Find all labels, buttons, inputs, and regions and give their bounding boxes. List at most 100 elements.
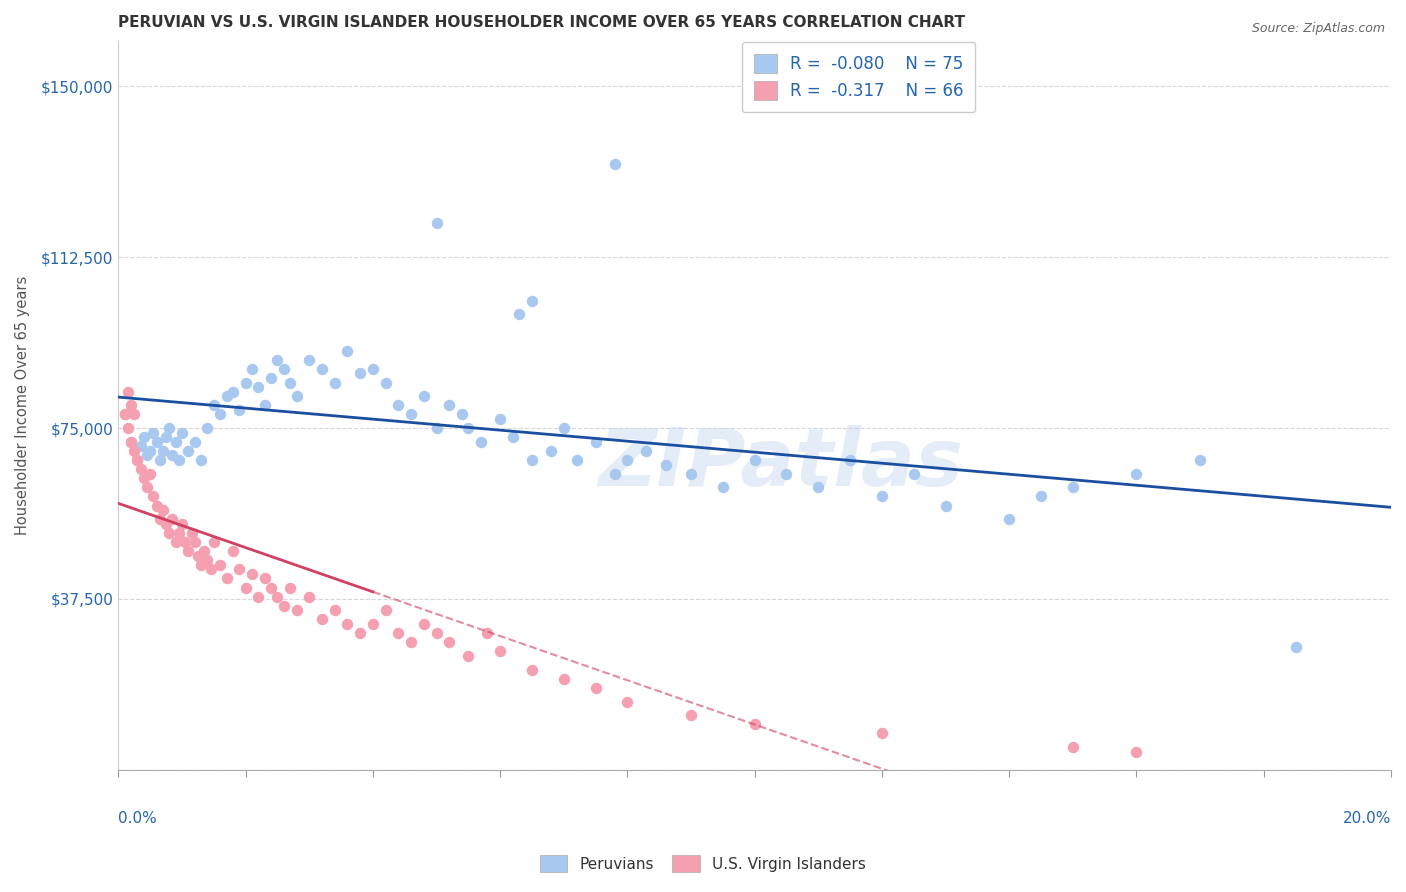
Point: [439, 635, 461, 649]
Point: [935, 499, 957, 513]
Point: [183, 535, 205, 549]
Point: [165, 434, 187, 449]
Point: [616, 453, 638, 467]
Point: [311, 362, 333, 376]
Point: [540, 444, 562, 458]
Point: [273, 599, 295, 613]
Point: [167, 453, 190, 467]
Point: [323, 603, 346, 617]
Point: [247, 590, 270, 604]
Text: PERUVIAN VS U.S. VIRGIN ISLANDER HOUSEHOLDER INCOME OVER 65 YEARS CORRELATION CH: PERUVIAN VS U.S. VIRGIN ISLANDER HOUSEHO…: [118, 15, 966, 30]
Point: [222, 544, 245, 558]
Point: [228, 562, 250, 576]
Point: [170, 425, 193, 440]
Point: [266, 590, 288, 604]
Point: [553, 421, 575, 435]
Point: [152, 444, 174, 458]
Point: [247, 380, 270, 394]
Point: [679, 467, 702, 481]
Point: [807, 480, 830, 494]
Point: [425, 626, 447, 640]
Point: [361, 362, 384, 376]
Point: [120, 434, 142, 449]
Point: [374, 376, 396, 390]
Point: [323, 376, 346, 390]
Point: [998, 512, 1021, 526]
Point: [839, 453, 862, 467]
Point: [603, 157, 626, 171]
Point: [399, 408, 422, 422]
Point: [132, 430, 155, 444]
Point: [412, 389, 434, 403]
Point: [202, 535, 225, 549]
Y-axis label: Householder Income Over 65 years: Householder Income Over 65 years: [15, 276, 30, 535]
Point: [603, 467, 626, 481]
Point: [585, 434, 607, 449]
Point: [1189, 453, 1212, 467]
Point: [1062, 480, 1084, 494]
Point: [157, 421, 180, 435]
Point: [149, 453, 172, 467]
Point: [260, 581, 283, 595]
Point: [174, 535, 197, 549]
Point: [870, 726, 893, 740]
Point: [744, 717, 766, 731]
Point: [266, 352, 288, 367]
Point: [520, 453, 543, 467]
Point: [451, 408, 474, 422]
Point: [1029, 490, 1052, 504]
Point: [520, 663, 543, 677]
Point: [177, 444, 200, 458]
Point: [145, 499, 167, 513]
Point: [190, 453, 212, 467]
Point: [273, 362, 295, 376]
Point: [336, 343, 359, 358]
Point: [215, 389, 238, 403]
Point: [553, 672, 575, 686]
Point: [167, 525, 190, 540]
Point: [129, 439, 152, 453]
Point: [336, 617, 359, 632]
Point: [122, 408, 145, 422]
Point: [240, 566, 263, 581]
Point: [477, 626, 499, 640]
Point: [253, 398, 276, 412]
Point: [155, 430, 177, 444]
Point: [177, 544, 200, 558]
Point: [222, 384, 245, 399]
Point: [1125, 745, 1147, 759]
Point: [298, 352, 321, 367]
Point: [508, 307, 530, 321]
Point: [209, 558, 232, 572]
Point: [187, 549, 209, 563]
Point: [285, 389, 308, 403]
Point: [215, 572, 238, 586]
Point: [278, 581, 301, 595]
Point: [1125, 467, 1147, 481]
Point: [152, 503, 174, 517]
Point: [162, 512, 184, 526]
Point: [235, 581, 257, 595]
Point: [240, 362, 263, 376]
Point: [457, 421, 479, 435]
Point: [1284, 640, 1306, 654]
Point: [114, 408, 136, 422]
Point: [425, 421, 447, 435]
Point: [616, 694, 638, 708]
Point: [903, 467, 925, 481]
Point: [636, 444, 658, 458]
Point: [425, 216, 447, 230]
Text: 20.0%: 20.0%: [1343, 811, 1391, 826]
Point: [127, 453, 149, 467]
Point: [399, 635, 422, 649]
Point: [139, 444, 162, 458]
Point: [260, 371, 283, 385]
Point: [439, 398, 461, 412]
Point: [139, 467, 162, 481]
Point: [193, 544, 215, 558]
Point: [489, 644, 512, 658]
Point: [457, 648, 479, 663]
Point: [253, 572, 276, 586]
Point: [285, 603, 308, 617]
Point: [209, 408, 232, 422]
